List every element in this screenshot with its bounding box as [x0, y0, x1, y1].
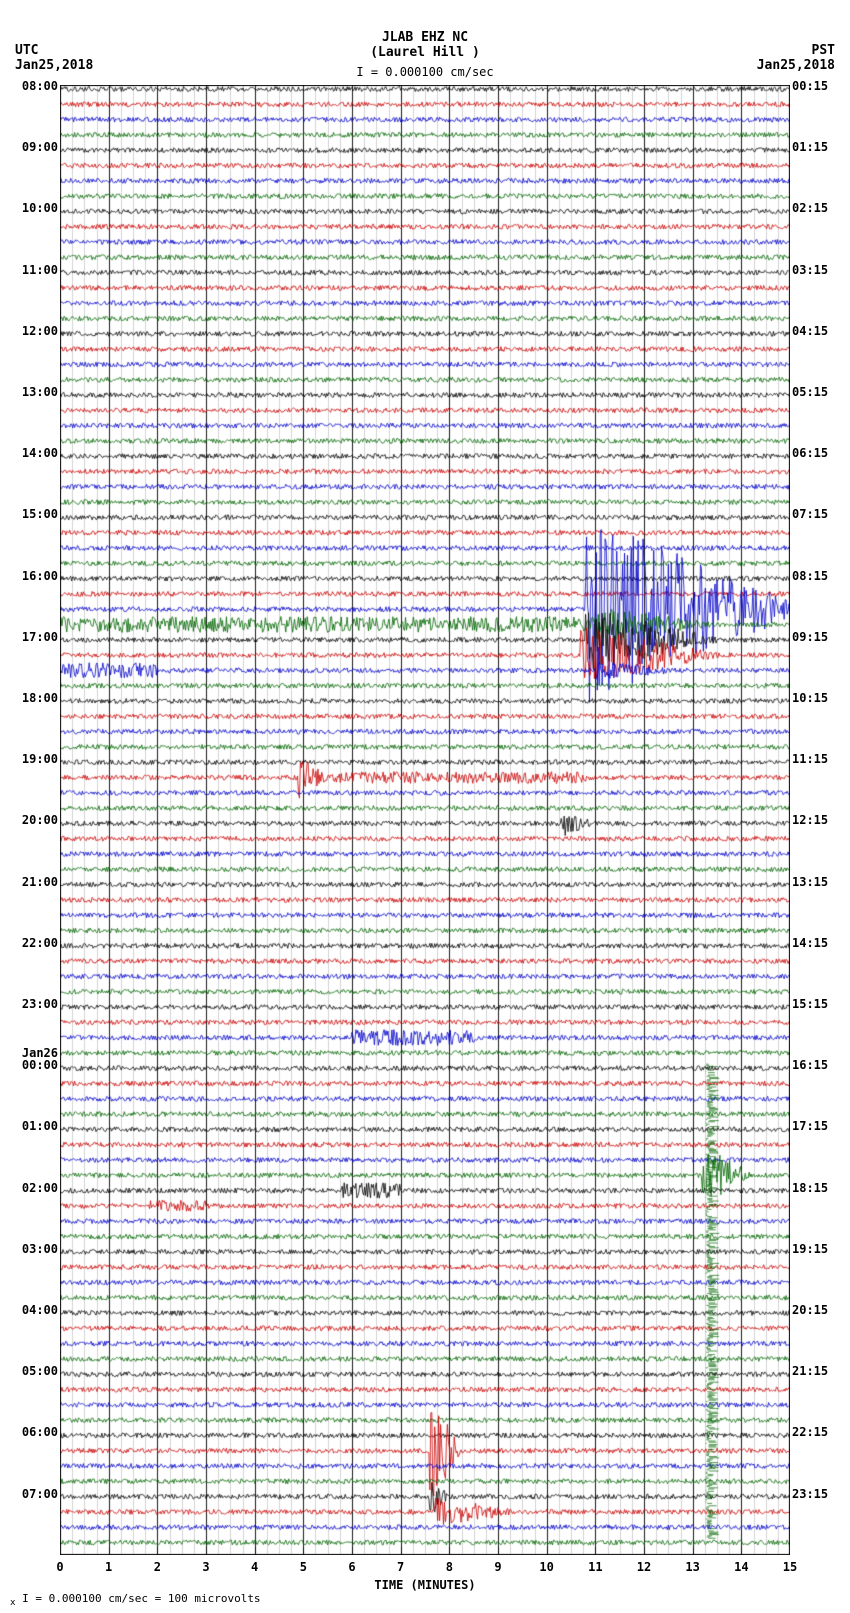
footer-scale: x I = 0.000100 cm/sec = 100 microvolts [10, 1592, 261, 1608]
x-tick-label: 12 [637, 1560, 651, 1574]
right-time-label: 11:15 [792, 752, 828, 766]
right-time-label: 09:15 [792, 630, 828, 644]
left-time-label: 08:00 [22, 79, 58, 93]
x-tick-label: 2 [154, 1560, 161, 1574]
x-tick-label: 10 [539, 1560, 553, 1574]
right-time-label: 21:15 [792, 1364, 828, 1378]
x-tick-label: 5 [300, 1560, 307, 1574]
right-date-label: Jan25,2018 [757, 58, 835, 73]
left-time-label: 04:00 [22, 1303, 58, 1317]
left-time-label: 00:00 [22, 1058, 58, 1072]
x-axis-title: TIME (MINUTES) [0, 1578, 850, 1592]
x-tick-label: 1 [105, 1560, 112, 1574]
left-time-label: 09:00 [22, 140, 58, 154]
left-time-label: 22:00 [22, 936, 58, 950]
right-time-label: 23:15 [792, 1487, 828, 1501]
left-hour-axis: 08:0009:0010:0011:0012:0013:0014:0015:00… [10, 85, 58, 1555]
right-timezone-label: PST [812, 43, 835, 58]
left-time-label: 10:00 [22, 201, 58, 215]
x-tick-label: 9 [494, 1560, 501, 1574]
left-time-label: 14:00 [22, 446, 58, 460]
left-timezone-label: UTC [15, 43, 38, 58]
left-time-label: 23:00 [22, 997, 58, 1011]
x-tick-label: 4 [251, 1560, 258, 1574]
right-time-label: 04:15 [792, 324, 828, 338]
station-name: (Laurel Hill ) [0, 45, 850, 60]
right-time-label: 05:15 [792, 385, 828, 399]
x-tick-label: 14 [734, 1560, 748, 1574]
left-time-label: 18:00 [22, 691, 58, 705]
left-time-label: 06:00 [22, 1425, 58, 1439]
right-time-label: 18:15 [792, 1181, 828, 1195]
left-time-label: 05:00 [22, 1364, 58, 1378]
right-time-label: 13:15 [792, 875, 828, 889]
right-time-label: 16:15 [792, 1058, 828, 1072]
left-time-label: 16:00 [22, 569, 58, 583]
x-tick-label: 8 [446, 1560, 453, 1574]
left-time-label: 03:00 [22, 1242, 58, 1256]
right-time-label: 15:15 [792, 997, 828, 1011]
left-time-label: 19:00 [22, 752, 58, 766]
right-time-label: 01:15 [792, 140, 828, 154]
left-time-label: 15:00 [22, 507, 58, 521]
x-tick-label: 13 [685, 1560, 699, 1574]
right-time-label: 22:15 [792, 1425, 828, 1439]
right-time-label: 19:15 [792, 1242, 828, 1256]
left-time-label: 02:00 [22, 1181, 58, 1195]
right-time-label: 08:15 [792, 569, 828, 583]
x-tick-label: 0 [56, 1560, 63, 1574]
right-time-label: 10:15 [792, 691, 828, 705]
left-time-label: 01:00 [22, 1119, 58, 1133]
right-time-label: 20:15 [792, 1303, 828, 1317]
left-time-label: 11:00 [22, 263, 58, 277]
x-tick-label: 15 [783, 1560, 797, 1574]
left-time-label: 12:00 [22, 324, 58, 338]
right-time-label: 17:15 [792, 1119, 828, 1133]
right-time-label: 14:15 [792, 936, 828, 950]
seismogram-container: JLAB EHZ NC (Laurel Hill ) I = 0.000100 … [0, 0, 850, 1613]
x-tick-label: 7 [397, 1560, 404, 1574]
right-time-label: 02:15 [792, 201, 828, 215]
x-tick-label: 11 [588, 1560, 602, 1574]
right-time-label: 12:15 [792, 813, 828, 827]
right-time-label: 03:15 [792, 263, 828, 277]
helicorder-plot [60, 85, 790, 1555]
left-time-label: 21:00 [22, 875, 58, 889]
right-hour-axis: 00:1501:1502:1503:1504:1505:1506:1507:15… [792, 85, 840, 1555]
left-time-label: 17:00 [22, 630, 58, 644]
x-tick-label: 6 [348, 1560, 355, 1574]
right-time-label: 06:15 [792, 446, 828, 460]
left-date-label: Jan25,2018 [15, 58, 93, 73]
left-time-label: 13:00 [22, 385, 58, 399]
right-time-label: 00:15 [792, 79, 828, 93]
station-code: JLAB EHZ NC [0, 30, 850, 45]
left-time-label: 07:00 [22, 1487, 58, 1501]
scale-indicator: I = 0.000100 cm/sec [0, 65, 850, 79]
x-tick-label: 3 [202, 1560, 209, 1574]
left-time-label: 20:00 [22, 813, 58, 827]
right-time-label: 07:15 [792, 507, 828, 521]
